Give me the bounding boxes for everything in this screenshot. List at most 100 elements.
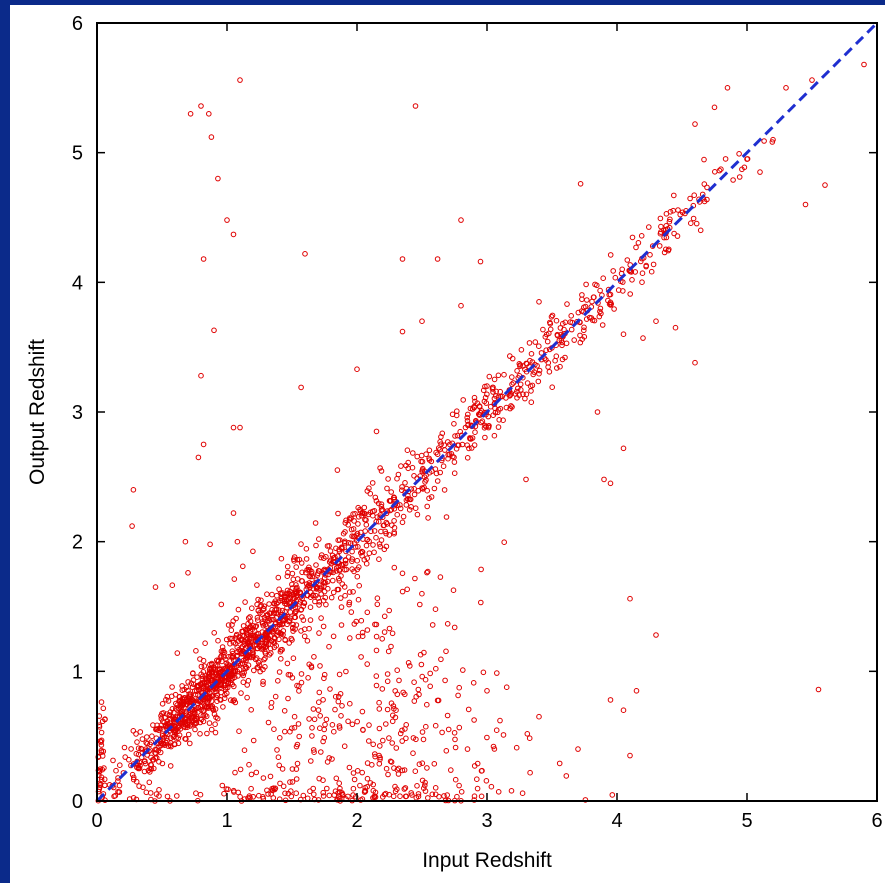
data-point xyxy=(438,441,444,448)
data-point xyxy=(330,569,337,576)
data-point xyxy=(620,445,627,452)
data-point xyxy=(412,768,419,775)
data-point xyxy=(204,730,210,737)
data-point xyxy=(239,670,246,677)
data-point xyxy=(482,434,488,441)
data-point xyxy=(563,340,570,347)
data-point xyxy=(513,744,520,751)
data-point xyxy=(536,367,543,374)
data-point xyxy=(388,759,395,765)
data-point xyxy=(589,317,596,323)
data-point xyxy=(147,762,154,768)
data-point xyxy=(553,317,560,324)
data-point xyxy=(401,786,408,792)
data-point xyxy=(373,647,380,654)
data-point xyxy=(345,554,352,560)
data-point xyxy=(337,595,344,601)
data-point xyxy=(230,231,237,238)
data-point xyxy=(261,606,267,613)
data-point xyxy=(405,459,412,466)
data-point xyxy=(255,596,261,603)
data-point xyxy=(437,574,444,580)
data-point xyxy=(519,790,526,797)
data-point xyxy=(232,769,238,776)
data-point xyxy=(316,599,323,605)
data-point xyxy=(341,743,348,750)
data-point xyxy=(451,730,458,736)
data-point xyxy=(360,727,366,733)
data-point xyxy=(244,682,250,688)
data-point xyxy=(497,717,503,724)
data-point xyxy=(130,487,137,493)
data-point xyxy=(293,790,300,797)
data-point xyxy=(255,608,262,614)
data-point xyxy=(287,728,293,735)
data-point xyxy=(338,622,345,628)
data-point xyxy=(145,767,152,774)
data-point xyxy=(169,714,176,720)
data-point xyxy=(414,453,421,460)
y-axis-label: Output Redshift xyxy=(26,339,49,485)
data-point xyxy=(528,351,535,357)
data-point xyxy=(366,738,372,744)
data-point xyxy=(227,640,233,647)
data-point xyxy=(335,510,341,517)
data-point xyxy=(435,445,442,451)
data-point xyxy=(357,506,363,513)
data-point xyxy=(394,667,401,674)
data-point xyxy=(251,667,257,674)
data-point xyxy=(445,451,452,458)
data-point xyxy=(411,491,418,498)
data-point xyxy=(769,139,776,145)
data-point xyxy=(370,741,377,748)
data-point xyxy=(424,503,431,510)
data-point xyxy=(351,621,358,627)
data-point xyxy=(656,243,663,249)
data-point xyxy=(402,785,409,791)
data-point xyxy=(451,459,458,465)
data-point xyxy=(316,699,322,706)
data-point xyxy=(116,782,123,789)
data-point xyxy=(422,788,429,794)
data-point xyxy=(484,391,490,398)
data-point xyxy=(206,720,213,726)
data-point xyxy=(147,741,153,748)
data-point xyxy=(399,588,406,595)
data-point xyxy=(147,790,154,796)
data-point xyxy=(246,761,252,768)
data-point xyxy=(219,677,226,683)
data-point xyxy=(350,533,357,540)
data-point xyxy=(459,441,466,448)
data-point xyxy=(462,424,469,431)
data-point xyxy=(400,513,407,520)
data-point xyxy=(376,541,383,547)
data-point xyxy=(370,512,376,519)
data-point xyxy=(464,455,471,461)
data-point xyxy=(237,794,243,800)
data-point xyxy=(149,733,155,740)
data-point xyxy=(198,663,205,670)
data-point xyxy=(244,694,250,701)
data-point xyxy=(335,553,341,559)
data-point xyxy=(667,209,674,215)
data-point xyxy=(420,486,426,492)
data-point xyxy=(269,591,275,598)
data-point xyxy=(229,654,236,661)
data-point xyxy=(809,77,815,83)
data-point xyxy=(557,363,563,370)
reference-line xyxy=(95,21,879,803)
x-axis-label: Input Redshift xyxy=(422,849,552,872)
data-point xyxy=(670,207,677,214)
data-point xyxy=(318,749,324,755)
data-point xyxy=(354,366,360,373)
data-point xyxy=(397,730,404,737)
data-point xyxy=(422,479,428,485)
data-point xyxy=(311,791,317,798)
data-point xyxy=(157,749,164,756)
data-point xyxy=(730,177,736,183)
data-point xyxy=(417,601,423,608)
data-point xyxy=(227,635,233,642)
data-point xyxy=(366,485,372,492)
data-point xyxy=(413,736,419,743)
data-point xyxy=(438,656,444,663)
